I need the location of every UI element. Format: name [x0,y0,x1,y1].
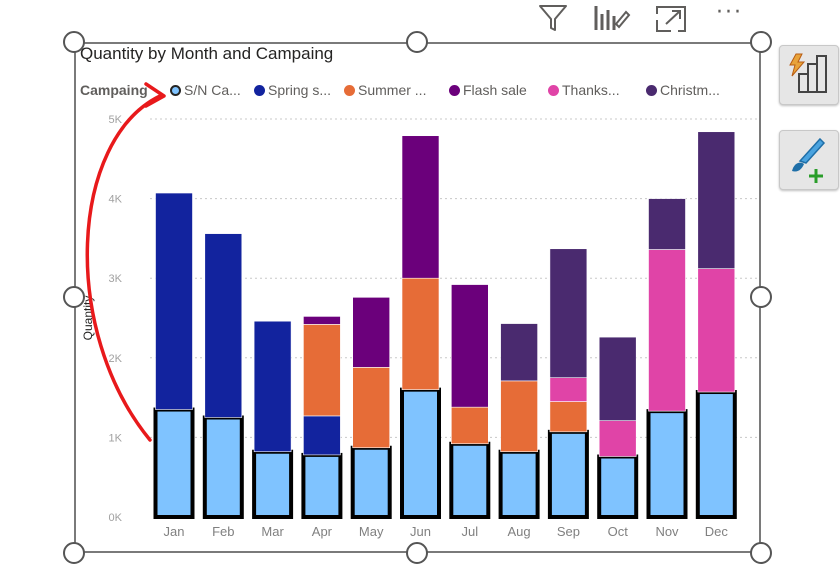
focus-mode-icon[interactable] [654,4,688,38]
legend-label: Summer ... [358,82,427,98]
bar-segment [252,449,294,519]
bar-segment [303,324,341,417]
legend-label: Spring s... [268,82,332,98]
x-tick-label: Feb [212,524,234,539]
y-tick-label: 3K [109,273,123,285]
bar-segment [202,415,244,519]
bar-segment [500,380,538,453]
bar-segment [450,284,489,408]
resize-handle-top-left[interactable] [63,31,85,53]
x-tick-label: May [359,524,384,539]
bar-segment [204,233,243,418]
x-tick-label: Jan [164,524,185,539]
chart-title: Quantity by Month and Campaing [80,44,334,63]
legend-marker [449,85,460,96]
legend-marker [254,85,265,96]
x-tick-label: Mar [261,524,284,539]
drill-icon[interactable] [592,2,632,38]
legend-label: Flash sale [463,82,527,98]
resize-handle-top-middle[interactable] [406,31,428,53]
bar-segment [549,377,588,402]
bar-segment [450,406,489,445]
legend-label: S/N Ca... [184,82,241,98]
bar-segment [598,420,637,457]
more-options-icon[interactable]: ··· [716,0,743,25]
format-visual-icon [789,53,827,93]
resize-handle-middle-left[interactable] [63,286,85,308]
bar-segment [549,248,588,378]
resize-handle-bottom-middle[interactable] [406,542,428,564]
y-tick-label: 4K [109,194,123,206]
bar-segment [549,401,588,433]
bar-segment [350,445,392,519]
legend-label: Christm... [660,82,720,98]
legend-label: Thanks... [562,82,620,98]
legend-title: Campaing [80,82,148,98]
bar-segment [153,407,195,520]
bar-segment [155,192,193,410]
legend-marker [170,85,181,96]
legend-marker [548,85,559,96]
x-tick-label: Apr [312,524,333,539]
add-analytics-icon [792,137,826,183]
bar-segment [303,316,341,325]
y-tick-label: 5K [109,114,123,126]
bar-segment [697,131,736,269]
bar-segment [253,320,292,453]
x-tick-label: Jul [461,524,478,539]
bar-segment [400,387,441,520]
bar-segment [597,454,639,519]
resize-handle-bottom-left[interactable] [63,542,85,564]
bar-segment [648,249,686,412]
legend-marker [344,85,355,96]
x-tick-label: Sep [557,524,580,539]
bar-segment [695,390,737,520]
bar-segment [449,441,491,520]
annotation-arrow [85,94,162,442]
y-tick-label: 0K [109,512,123,524]
chart-legend: Campaing S/N Ca... Spring s... Summer ... F… [80,82,740,102]
x-tick-label: Oct [608,524,629,539]
bar-segment [547,429,589,519]
format-visual-button[interactable] [779,45,839,105]
legend-marker [646,85,657,96]
annotation-arrowhead [144,82,166,108]
bar-segment [401,277,440,390]
resize-handle-top-right[interactable] [750,31,772,53]
bar-segment [401,135,440,279]
x-tick-label: Dec [705,524,729,539]
x-tick-label: Nov [655,524,679,539]
bar-segment [648,198,686,250]
add-analytics-button[interactable] [779,130,839,190]
bar-segment [352,367,391,449]
bar-segment [303,415,341,456]
bar-segment [697,268,736,393]
y-tick-label: 2K [109,353,123,365]
resize-handle-middle-right[interactable] [750,286,772,308]
bar-segment [500,323,538,382]
visual-header-toolbar: ··· [530,0,760,36]
resize-handle-bottom-right[interactable] [750,542,772,564]
bar-segment [598,336,637,421]
bar-segment [352,297,391,368]
filter-icon[interactable] [536,2,570,38]
x-tick-label: Aug [508,524,531,539]
bar-segment [301,452,343,519]
bar-segment [498,449,540,519]
bar-segment [646,409,688,519]
y-tick-label: 1K [109,432,123,444]
x-tick-label: Jun [410,524,431,539]
